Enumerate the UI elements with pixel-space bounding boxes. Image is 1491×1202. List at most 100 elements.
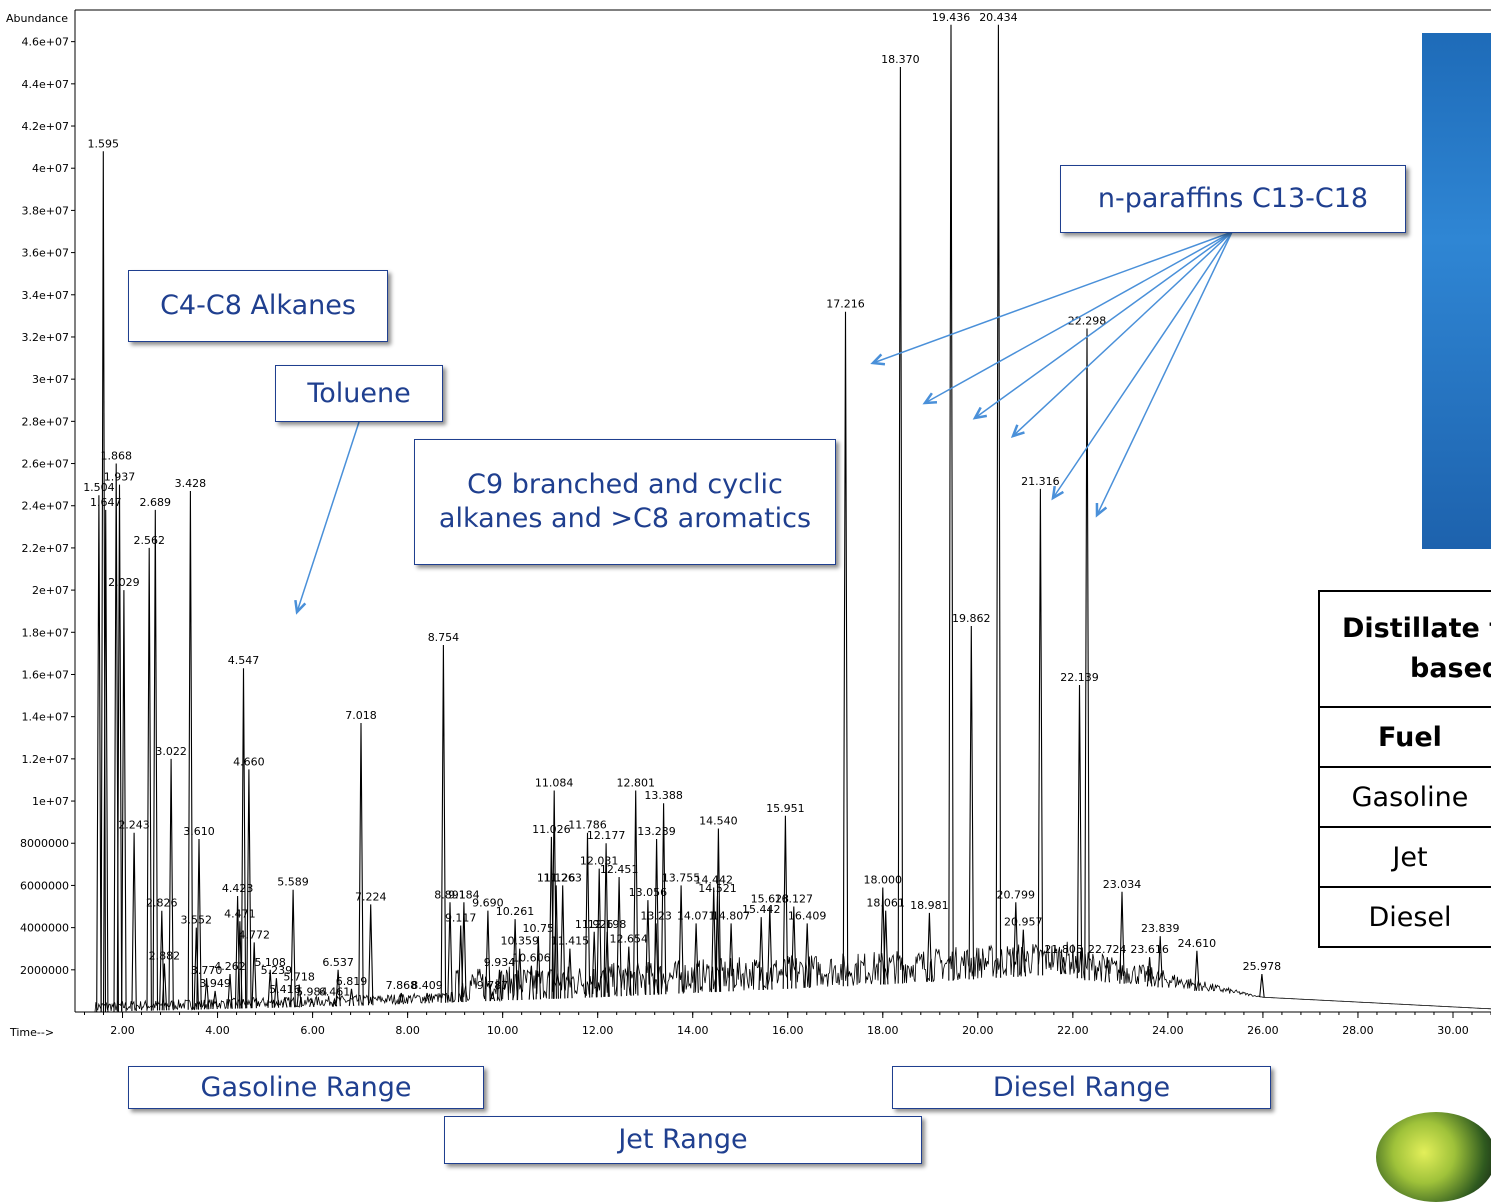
- peak-label: 9.787: [477, 979, 509, 992]
- peak: [715, 828, 722, 992]
- peak-label: 1.868: [100, 450, 132, 463]
- peak-label: 2.243: [118, 819, 150, 832]
- peak-label: 20.957: [1004, 916, 1043, 929]
- peak: [161, 963, 168, 1011]
- peak: [678, 885, 684, 994]
- peak: [152, 509, 159, 1011]
- peak-label: 23.034: [1103, 878, 1142, 891]
- x-tick-label: 6.00: [300, 1024, 325, 1037]
- peak-label: 3.428: [175, 477, 207, 490]
- y-tick-label: 4e+07: [32, 162, 69, 175]
- peak: [1060, 957, 1067, 975]
- arrow-head: [294, 599, 307, 615]
- y-tick-label: 4.6e+07: [22, 36, 69, 49]
- peak-label: 4.660: [233, 755, 265, 768]
- arrow-head: [1095, 502, 1108, 518]
- y-tick-label: 1.6e+07: [22, 668, 69, 681]
- peak-label: 1.647: [90, 496, 122, 509]
- peak: [240, 668, 247, 1009]
- sample-photo: [1422, 33, 1491, 549]
- peak: [267, 969, 273, 1008]
- peak: [626, 946, 632, 996]
- peak: [653, 838, 660, 995]
- peak: [767, 906, 773, 990]
- x-tick-label: 4.00: [205, 1024, 230, 1037]
- peak-label: 5.239: [261, 964, 293, 977]
- peak-label: 14.442: [694, 874, 733, 887]
- peak: [485, 910, 491, 1002]
- arrow-head: [870, 353, 886, 366]
- peak-label: 25.978: [1243, 960, 1282, 973]
- peak: [604, 931, 610, 997]
- y-tick-label: 3e+07: [32, 373, 69, 386]
- table-header-fuel: Fuel: [1318, 706, 1491, 768]
- peak-label: 16.409: [788, 909, 827, 922]
- peak: [758, 917, 764, 991]
- x-tick-label: 2.00: [110, 1024, 135, 1037]
- x-tick-label: 12.00: [582, 1024, 614, 1037]
- y-tick-label: 3.8e+07: [22, 204, 69, 217]
- peak-label: 6.537: [322, 956, 354, 969]
- peak-label: 12.198: [588, 918, 627, 931]
- peak-label: 5.416: [269, 983, 301, 996]
- peak-label: 13.056: [629, 886, 668, 899]
- peak-label: 24.610: [1178, 937, 1217, 950]
- y-tick-label: 2e+07: [32, 584, 69, 597]
- peak: [948, 24, 954, 981]
- peak: [968, 625, 975, 980]
- chromatogram-chart: 1.504 1.595 1.647 1.868 1.937 2.029 2.243 2.562…: [6, 9, 1491, 1039]
- logo: [1376, 1112, 1491, 1202]
- peak-label: 8.754: [428, 631, 460, 644]
- x-axis-title: Time-->: [9, 1026, 54, 1039]
- peak-label: 17.216: [826, 298, 865, 311]
- peak: [187, 490, 194, 1010]
- peak: [193, 927, 200, 1010]
- y-tick-label: 8000000: [20, 837, 69, 850]
- arrow-head: [972, 406, 988, 420]
- peak-label: 1.504: [83, 481, 115, 494]
- peak: [1194, 950, 1200, 991]
- peak: [660, 803, 667, 995]
- peak-label: 15.951: [766, 802, 805, 815]
- table-title-cell: Distillate t based: [1318, 590, 1491, 708]
- peak: [596, 868, 602, 998]
- peak-label: 11.084: [535, 777, 574, 790]
- x-tick-label: 18.00: [867, 1024, 899, 1037]
- annotation-arrows: [294, 231, 1233, 615]
- peak: [102, 509, 109, 1012]
- y-tick-label: 4.2e+07: [22, 120, 69, 133]
- arrow-line: [1012, 231, 1233, 437]
- table-cell-diesel: Diesel: [1318, 886, 1491, 948]
- peak: [516, 948, 523, 1001]
- peak: [1037, 488, 1044, 976]
- peak: [535, 936, 542, 1000]
- peak: [246, 769, 252, 1009]
- peak-label: 8.409: [411, 979, 443, 992]
- y-tick-label: 1.2e+07: [22, 753, 69, 766]
- peak: [1157, 936, 1163, 988]
- peak: [882, 910, 889, 985]
- peak: [1076, 684, 1083, 979]
- peak-label: 1.595: [88, 137, 120, 150]
- gasoline-range-label: Gasoline Range: [128, 1066, 484, 1109]
- peak: [897, 66, 904, 984]
- x-tick-label: 14.00: [677, 1024, 709, 1037]
- peak-label: 9.117: [445, 912, 477, 925]
- c9-callout: C9 branched and cyclic alkanes and >C8 a…: [414, 439, 836, 565]
- peak: [309, 997, 315, 1007]
- table-cell-gasoline: Gasoline: [1318, 766, 1491, 828]
- y-tick-label: 2.4e+07: [22, 500, 69, 513]
- peak-label: 4.471: [224, 907, 256, 920]
- peak-label: 11.263: [543, 871, 582, 884]
- peak-label: 4.423: [222, 882, 254, 895]
- y-tick-label: 3.6e+07: [22, 247, 69, 260]
- peak: [290, 889, 296, 1008]
- x-tick-label: 20.00: [962, 1024, 994, 1037]
- peak-label: 4.772: [238, 928, 270, 941]
- peak-label: 11.415: [551, 935, 590, 948]
- peak-label: 11.026: [532, 823, 571, 836]
- arrow-line: [296, 421, 360, 613]
- y-tick-label: 2.8e+07: [22, 415, 69, 428]
- peak-label: 23.616: [1130, 943, 1169, 956]
- peak: [567, 948, 573, 999]
